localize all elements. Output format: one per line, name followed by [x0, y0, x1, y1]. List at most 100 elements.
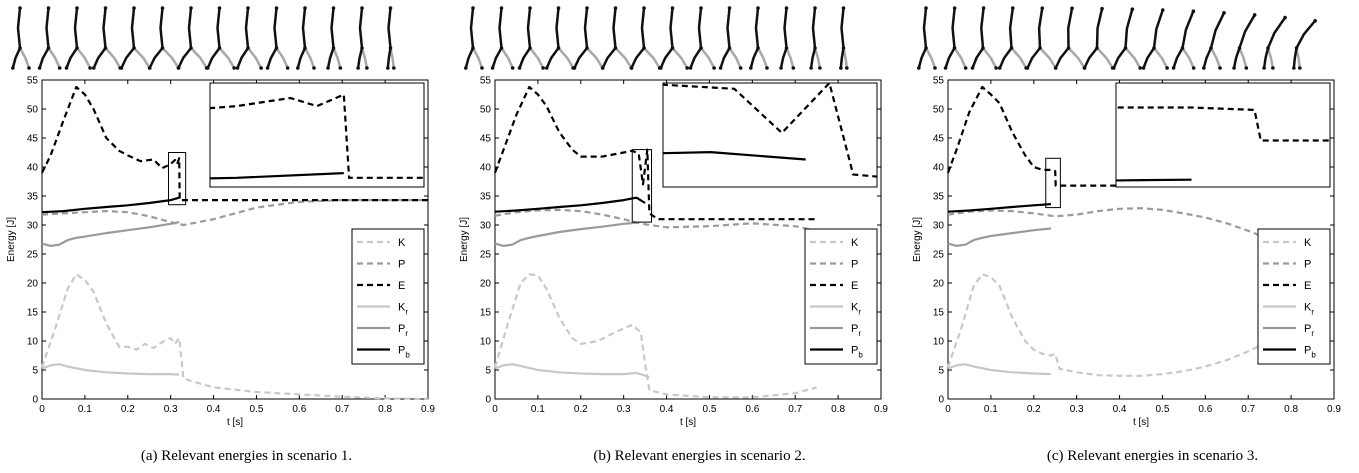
- stick-leg-swing: [218, 47, 236, 69]
- stick-joint: [1271, 66, 1275, 70]
- series-line-k: [40, 273, 429, 401]
- stick-joint: [265, 66, 270, 70]
- stick-figure: [356, 6, 369, 70]
- stick-joint: [809, 66, 813, 70]
- stick-joint: [765, 66, 769, 70]
- stick-joint: [331, 6, 336, 10]
- x-tick-label: 0.7: [335, 404, 349, 415]
- legend-label: E: [398, 280, 405, 292]
- stick-figure: [572, 6, 605, 70]
- stick-joint: [1252, 13, 1257, 17]
- y-tick-label: 30: [933, 221, 945, 232]
- y-tick-label: 40: [933, 163, 945, 174]
- stick-joint: [585, 46, 589, 50]
- stick-joint: [1165, 66, 1169, 70]
- stick-joint: [510, 66, 515, 70]
- stick-body-stance: [1083, 8, 1104, 69]
- stick-joint: [1130, 7, 1135, 11]
- energy-chart-scenario-3: 0 0.1 0.2 0.3 0.4 0.5 0.6 0.7 0.8 0.9 0 5 10 15 20 25 30…: [912, 6, 1341, 428]
- legend-label-base: E: [851, 280, 858, 292]
- stick-body-stance: [719, 7, 731, 69]
- stick-joint: [1010, 6, 1015, 10]
- inset-series-line-e: [1116, 106, 1330, 142]
- series-line-pb: [947, 203, 1051, 213]
- stick-joint: [1294, 46, 1299, 50]
- y-tick-label: 20: [933, 279, 945, 290]
- y-tick-label: 55: [933, 76, 945, 87]
- stick-body-stance: [356, 7, 364, 69]
- legend-label-base: K: [398, 237, 406, 249]
- stick-body-stance: [11, 7, 22, 69]
- stick-figure: [1111, 7, 1142, 70]
- x-axis-label: t [s]: [1133, 417, 1149, 428]
- stick-leg-swing: [1096, 47, 1114, 69]
- y-tick-label: 15: [27, 308, 39, 319]
- y-tick-label: 45: [933, 134, 945, 145]
- stick-joint: [338, 66, 343, 70]
- legend-box: [804, 228, 878, 365]
- stick-joint: [981, 6, 986, 10]
- stick-body-stance: [1054, 8, 1074, 69]
- stick-body-stance: [491, 7, 503, 69]
- zoom-inset-content: [663, 83, 877, 178]
- stick-figure: [839, 6, 849, 70]
- series-line-pb: [41, 196, 180, 214]
- stick-joint: [57, 66, 62, 70]
- stick-joint: [232, 66, 236, 70]
- legend-label: Kr: [398, 302, 408, 317]
- stick-joint: [160, 46, 165, 50]
- stick-joint: [1040, 6, 1045, 10]
- series-line-e: [946, 85, 1313, 187]
- y-tick-label: 10: [933, 337, 945, 348]
- x-tick-label: 0.8: [831, 404, 845, 415]
- x-tick-label: 0.4: [207, 404, 221, 415]
- legend-box: [351, 228, 425, 365]
- stick-body-stance: [92, 7, 107, 69]
- stick-figure: [629, 6, 662, 70]
- y-tick-label: 10: [27, 337, 39, 348]
- stick-leg-swing: [303, 47, 316, 69]
- stick-figure: [943, 6, 968, 70]
- stick-figure: [997, 6, 1028, 70]
- stick-joint: [556, 6, 561, 10]
- stick-joint: [670, 6, 675, 10]
- x-tick-label: 0.8: [378, 404, 392, 415]
- stick-joint: [103, 46, 108, 50]
- stick-joint: [541, 66, 545, 70]
- stick-joint: [670, 46, 675, 50]
- stick-joint: [1123, 46, 1128, 50]
- legend-label: Pr: [398, 323, 408, 338]
- legend-label: E: [1304, 280, 1311, 292]
- stick-joint: [1025, 66, 1030, 70]
- y-tick-label: 35: [480, 192, 492, 203]
- stick-body-stance: [573, 7, 589, 69]
- stick-joint: [839, 66, 843, 70]
- stick-joint: [1009, 46, 1014, 50]
- stick-joint: [952, 6, 957, 10]
- stick-body-stance: [971, 7, 985, 69]
- series-line-pr: [947, 227, 1052, 247]
- series-line-kr: [947, 363, 1051, 376]
- stick-joint: [1222, 11, 1226, 15]
- stick-joint: [585, 6, 589, 10]
- panel-scenario-2: 0 0.1 0.2 0.3 0.4 0.5 0.6 0.7 0.8 0.9 0 5 10 15 20 25 30…: [453, 0, 906, 473]
- stick-body-stance: [296, 7, 307, 69]
- stick-joint: [1266, 46, 1270, 50]
- stick-joint: [981, 46, 985, 50]
- x-tick-label: 0: [39, 404, 45, 415]
- x-tick-label: 0.1: [984, 404, 998, 415]
- stick-joint: [285, 66, 290, 70]
- stick-figure: [749, 6, 769, 70]
- stick-joint: [246, 46, 250, 50]
- stick-joint: [600, 66, 605, 70]
- stick-figure: [600, 6, 634, 70]
- stick-figure: [1292, 18, 1317, 70]
- legend-label: Kr: [1304, 302, 1314, 317]
- stick-joint: [1191, 66, 1196, 70]
- zoom-inset-frame: [209, 82, 425, 188]
- stick-body-stance: [1026, 7, 1044, 69]
- stick-joint: [784, 46, 789, 50]
- x-tick-label: 0.3: [164, 404, 178, 415]
